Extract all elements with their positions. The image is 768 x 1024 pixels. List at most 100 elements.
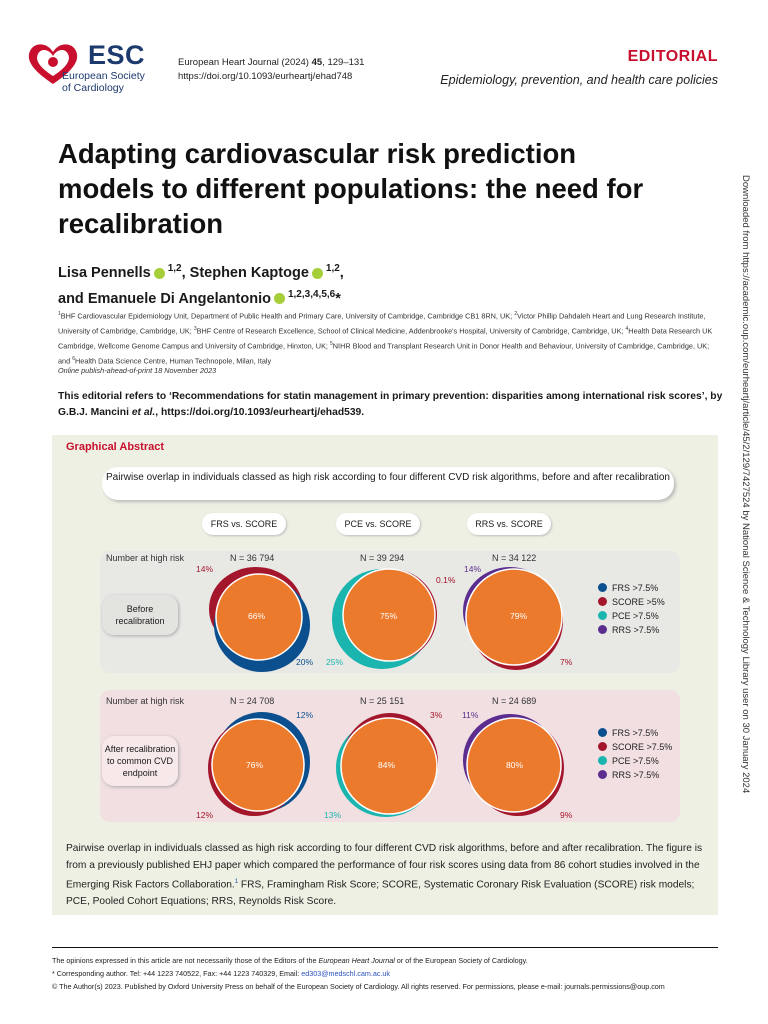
comparison-rrs-score: RRS vs. SCORE [467,513,551,535]
before-panel: Number at high risk N = 36 794 N = 39 29… [100,551,680,673]
corresponding-mark: * [335,290,341,307]
venn-overlap [465,568,563,666]
affiliation: BHF Cardiovascular Epidemiology Unit, De… [60,311,513,321]
venn-pct: 80% [506,760,524,770]
venn-pct: 76% [246,760,264,770]
affiliations: 1BHF Cardiovascular Epidemiology Unit, D… [58,311,713,366]
topic: Epidemiology, prevention, and health car… [440,73,718,87]
footer-copyright: © The Author(s) 2023. Published by Oxfor… [52,982,665,991]
online-date: Online publish-ahead-of-print 18 Novembe… [58,366,217,375]
logo-subtitle: European Society of Cardiology [62,70,145,94]
caption-abbrev: FRS, Framingham Risk Score; SCORE, Syste… [66,879,695,908]
citation: European Heart Journal (2024) [178,57,312,68]
venn-pct: 9% [560,810,573,820]
venn-pct: 7% [560,657,573,667]
venn-overlap [340,717,438,815]
esc-heart-logo-icon [28,44,78,84]
comparison-frs-score: FRS vs. SCORE [202,513,286,535]
after-panel: Number at high risk N = 24 708 N = 25 15… [100,690,680,822]
n-count: N = 24 708 [230,696,275,706]
volume: 45 [311,57,323,68]
before-label: Before recalibration [102,595,178,635]
caption-text: Pairwise overlap in individuals classed … [66,843,703,891]
author-name: Lisa Pennells [58,264,151,281]
venn-overlap [342,568,436,662]
before-venns [209,567,563,672]
affiliation: Health Data Science Centre, Human Techno… [75,356,272,366]
venn-pct: 14% [464,564,482,574]
ref-doi[interactable]: , https://doi.org/10.1093/eurheartj/ehad… [155,407,365,418]
ref-etal: et al. [131,407,156,418]
doi-link[interactable]: https://doi.org/10.1093/eurheartj/ehad74… [178,71,353,82]
download-watermark: Downloaded from https://academic.oup.com… [740,175,751,794]
footer-divider [52,947,718,948]
venn-pct: 0.1% [436,575,456,585]
venn-pct: 20% [296,657,314,667]
ga-title: Pairwise overlap in individuals classed … [102,467,674,500]
author-list: Lisa Pennells 1,2, Stephen Kaptoge 1,2, an… [58,263,344,307]
legend: FRS >7.5% SCORE >5% PCE >7.5% RRS >7.5% [598,581,665,637]
venn-overlap [215,573,303,661]
legend-item-frs: FRS >7.5% [598,581,665,595]
legend-item-pce: PCE >7.5% [598,754,672,768]
orcid-icon[interactable] [311,267,323,279]
venn-pct: 79% [510,611,528,621]
footer: The opinions expressed in this article a… [52,954,722,993]
editorial-reference: This editorial refers to ‘Recommendation… [58,389,723,421]
n-count: N = 25 151 [360,696,405,706]
caption-ref-link[interactable]: 1 [234,879,239,885]
author-name: Emanuele Di Angelantonio [87,290,271,307]
and-text: and [58,290,84,307]
ga-caption: Pairwise overlap in individuals classed … [66,840,706,910]
n-count: N = 34 122 [492,553,537,563]
venn-pct: 75% [380,611,398,621]
journal-info: European Heart Journal (2024) 45, 129–13… [178,56,364,84]
author-sup: 1,2 [167,263,182,274]
n-count: N = 39 294 [360,553,405,563]
logo-line2: of Cardiology [62,82,124,94]
author-name: Stephen Kaptoge [189,264,309,281]
venn-pct: 12% [296,710,314,720]
logo-text: ESC [88,40,146,70]
n-count: N = 36 794 [230,553,275,563]
venn-pct: 66% [248,611,266,621]
legend-item-pce: PCE >7.5% [598,609,665,623]
venn-pct: 3% [430,710,443,720]
pages: , 129–131 [322,57,365,68]
venn-overlap [466,717,562,813]
ga-heading: Graphical Abstract [66,441,165,453]
venn-pct: 25% [326,657,344,667]
legend-item-score: SCORE >7.5% [598,740,672,754]
venn-pct: 84% [378,760,396,770]
author-sup: 1,2,3,4,5,6 [287,288,336,300]
orcid-icon[interactable] [273,293,285,305]
venn-pct: 13% [324,810,342,820]
author-sup: 1,2 [325,263,340,274]
venn-pct: 14% [196,564,214,574]
number-label: Number at high risk [106,696,185,706]
legend-item-score: SCORE >5% [598,595,665,609]
affiliation: Victor Phillip Dahdaleh Heart and Lung R… [58,311,706,336]
comparison-pce-score: PCE vs. SCORE [336,513,420,535]
after-label: After recalibration to common CVD endpoi… [102,736,178,786]
venn-pct: 11% [462,710,479,720]
logo-line1: European Society [62,70,145,82]
after-venns [208,712,564,817]
affiliation: NIHR Blood and Transplant Research Unit … [58,341,710,366]
affiliation: Health Data Research UK Cambridge, Wellc… [58,326,713,351]
email-link[interactable]: ed303@medschl.cam.ac.uk [301,969,391,978]
legend-item-frs: FRS >7.5% [598,726,672,740]
orcid-icon[interactable] [153,267,165,279]
venn-overlap [211,718,305,812]
number-label: Number at high risk [106,553,185,563]
legend: FRS >7.5% SCORE >7.5% PCE >7.5% RRS >7.5… [598,726,672,782]
section-label: EDITORIAL [627,48,718,65]
article-title: Adapting cardiovascular risk prediction … [58,138,644,239]
affiliation: BHF Centre of Research Excellence, Schoo… [196,326,624,336]
legend-item-rrs: RRS >7.5% [598,623,665,637]
ref-text: This editorial refers to ‘Recommendation… [58,391,723,418]
legend-item-rrs: RRS >7.5% [598,768,672,782]
n-count: N = 24 689 [492,696,537,706]
footer-opinions: The opinions expressed in this article a… [52,956,528,965]
venn-pct: 12% [196,810,214,820]
